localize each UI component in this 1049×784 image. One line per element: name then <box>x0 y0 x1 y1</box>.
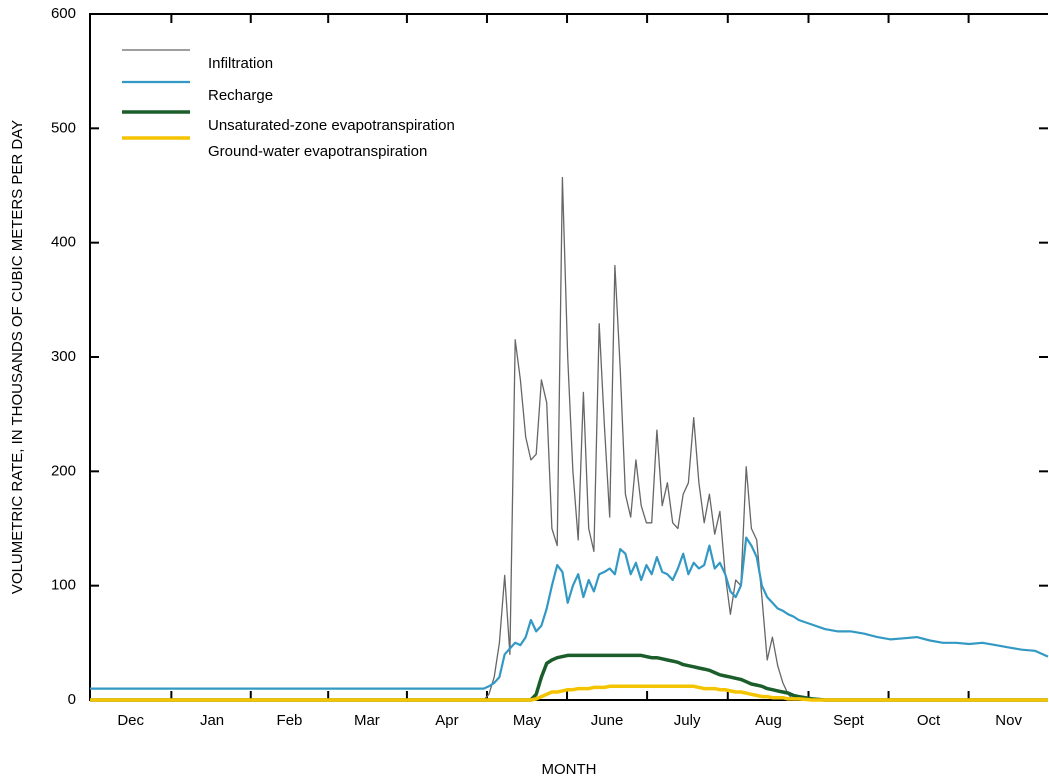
x-tick-label: May <box>513 712 542 729</box>
legend-label: Unsaturated-zone evapotranspiration <box>208 117 455 134</box>
x-axis-label: MONTH <box>542 761 597 778</box>
legend-label: Recharge <box>208 87 273 104</box>
x-tick-label: Jan <box>200 712 224 729</box>
x-tick-label: Sept <box>833 712 865 729</box>
y-axis-label: VOLUMETRIC RATE, IN THOUSANDS OF CUBIC M… <box>9 120 26 594</box>
y-tick-label: 500 <box>51 119 76 136</box>
x-tick-label: Oct <box>917 712 941 729</box>
legend-label: Ground-water evapotranspiration <box>208 143 427 160</box>
y-tick-label: 600 <box>51 5 76 22</box>
x-tick-label: June <box>591 712 624 729</box>
series-line <box>90 176 1048 701</box>
x-tick-label: Aug <box>755 712 782 729</box>
series-line <box>90 536 1049 690</box>
legend-label: Infiltration <box>208 55 273 72</box>
y-tick-label: 100 <box>51 577 76 594</box>
x-tick-label: Feb <box>277 712 303 729</box>
series-line <box>90 653 1048 702</box>
y-tick-label: 0 <box>68 691 76 708</box>
x-tick-label: July <box>674 712 701 729</box>
x-tick-label: Nov <box>995 712 1022 729</box>
y-tick-label: 400 <box>51 234 76 251</box>
x-tick-label: Mar <box>354 712 380 729</box>
x-tick-label: Apr <box>435 712 458 729</box>
y-tick-label: 200 <box>51 462 76 479</box>
x-tick-label: Dec <box>117 712 144 729</box>
series-line <box>90 684 1048 702</box>
y-tick-label: 300 <box>51 348 76 365</box>
